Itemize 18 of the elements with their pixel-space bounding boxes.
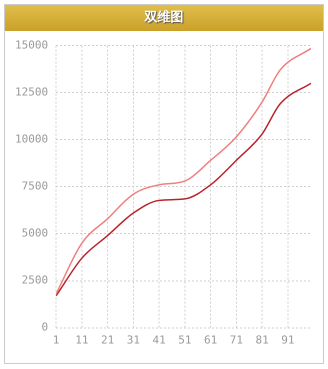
x-tick-label: 91 (281, 333, 294, 346)
y-tick-label: 2500 (22, 274, 48, 287)
x-tick-label: 61 (204, 333, 218, 346)
x-tick-label: 81 (255, 333, 269, 346)
x-tick-label: 11 (75, 333, 88, 346)
y-tick-label: 10000 (14, 132, 48, 146)
y-tick-label: 5000 (22, 226, 48, 240)
x-tick-label: 51 (178, 333, 192, 346)
x-tick-label: 21 (100, 333, 114, 346)
chart-title: 双维图 (5, 5, 323, 31)
y-tick-label: 7500 (22, 180, 48, 193)
x-tick-label: 31 (126, 333, 140, 346)
y-tick-label: 0 (41, 320, 48, 334)
x-tick-label: 41 (152, 333, 166, 346)
x-tick-label: 1 (52, 333, 60, 346)
y-tick-label: 15000 (14, 38, 48, 52)
y-tick-label: 12500 (14, 85, 48, 98)
x-tick-label: 71 (230, 333, 243, 346)
